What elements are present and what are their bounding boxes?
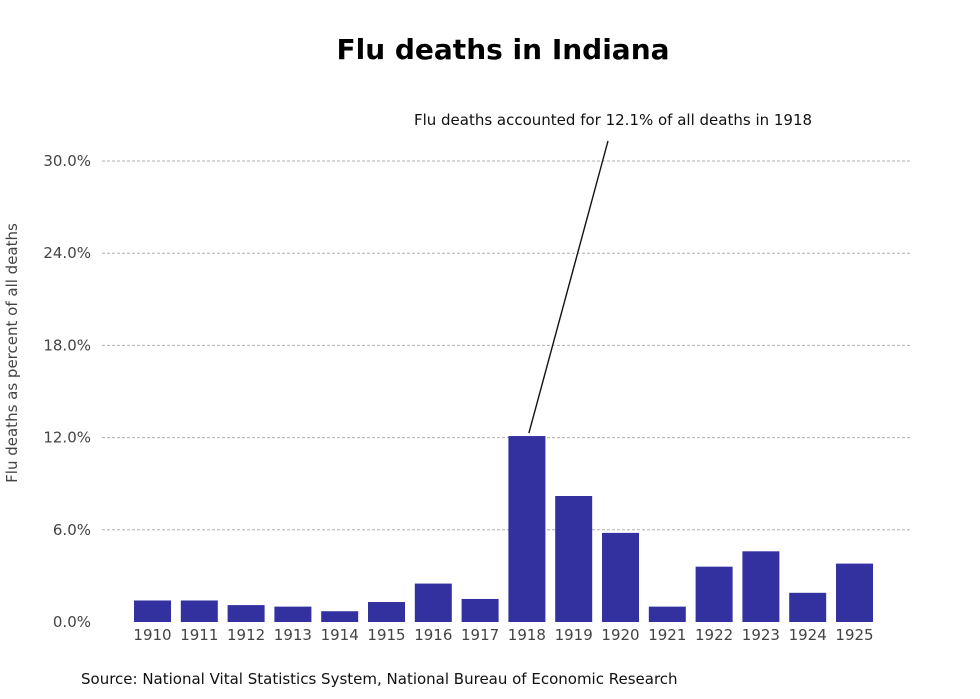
x-tick-label: 1923 [742, 626, 780, 644]
annotation-arrow [528, 140, 609, 434]
bar-1913 [274, 606, 312, 622]
x-tick-label: 1924 [789, 626, 827, 644]
x-tick-label: 1925 [835, 626, 873, 644]
bar-1914 [321, 611, 359, 622]
bars [134, 436, 873, 622]
y-tick-label: 30.0% [43, 152, 91, 170]
x-tick-label: 1917 [461, 626, 499, 644]
annotation-text: Flu deaths accounted for 12.1% of all de… [414, 111, 812, 129]
x-tick-label: 1921 [648, 626, 686, 644]
gridlines [102, 160, 910, 531]
x-axis: 1910 1911 1912 1913 1914 1915 1916 1917 1918 1919… [133, 626, 873, 644]
x-tick-label: 1911 [180, 626, 218, 644]
bar-1925 [836, 563, 873, 622]
bar-1912 [227, 605, 265, 622]
x-tick-label: 1920 [601, 626, 639, 644]
bar-1915 [368, 602, 405, 622]
x-tick-label: 1910 [133, 626, 171, 644]
bar-1917 [461, 598, 499, 622]
bar-1922 [695, 566, 733, 622]
x-tick-label: 1922 [695, 626, 733, 644]
y-tick-label: 12.0% [43, 429, 91, 447]
bar-1911 [180, 600, 218, 622]
y-axis-label: Flu deaths as percent of all deaths [3, 223, 21, 483]
y-tick-label: 24.0% [43, 244, 91, 262]
bar-1921 [648, 606, 686, 622]
bar-1918 [508, 436, 546, 622]
x-tick-label: 1919 [555, 626, 593, 644]
x-tick-label: 1918 [508, 626, 546, 644]
y-tick-label: 18.0% [43, 336, 91, 354]
y-tick-label: 0.0% [53, 613, 91, 631]
bar-1923 [742, 551, 780, 622]
x-tick-label: 1916 [414, 626, 452, 644]
x-tick-label: 1914 [321, 626, 359, 644]
bar-1924 [789, 592, 827, 622]
chart-title: Flu deaths in Indiana [336, 33, 669, 66]
x-tick-label: 1913 [274, 626, 312, 644]
bar-1919 [555, 495, 593, 622]
bar-1910 [134, 600, 171, 622]
bar-1920 [602, 532, 639, 622]
x-tick-label: 1912 [227, 626, 265, 644]
bar-1916 [414, 583, 452, 622]
y-axis: 0.0% 6.0% 12.0% 18.0% 24.0% 30.0% [43, 152, 91, 631]
source-note: Source: National Vital Statistics System… [81, 670, 678, 688]
x-tick-label: 1915 [367, 626, 405, 644]
y-tick-label: 6.0% [53, 521, 91, 539]
